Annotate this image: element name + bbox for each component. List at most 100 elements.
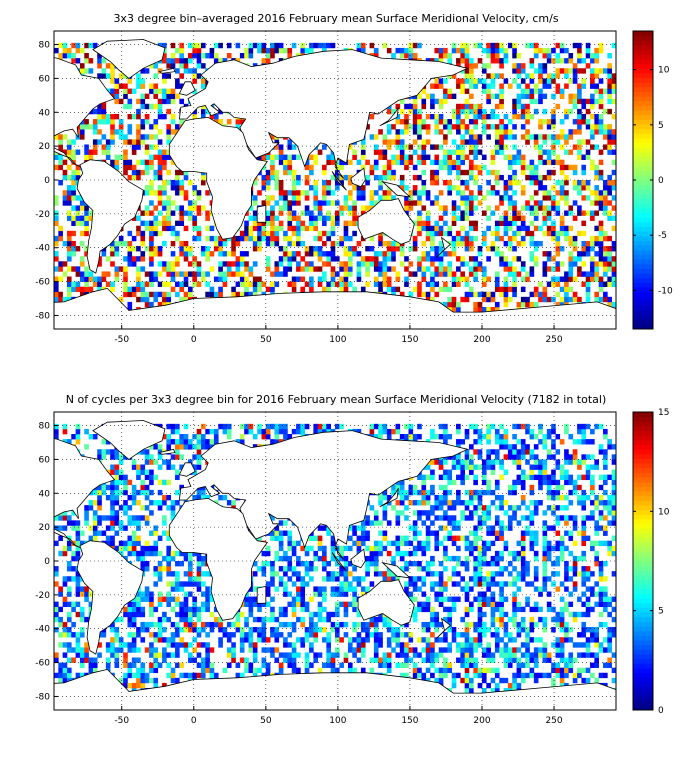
bin-cell: [270, 210, 275, 216]
bin-cell: [529, 205, 535, 211]
bin-cell: [529, 73, 535, 79]
bin-cell: [451, 200, 457, 206]
bin-cell: [66, 591, 72, 597]
bin-cell: [598, 235, 604, 242]
bin-cell: [200, 484, 206, 491]
bin-cell: [179, 210, 184, 216]
bin-cell: [291, 225, 297, 232]
bin-cell: [322, 230, 327, 237]
bin-cell: [92, 144, 98, 150]
bin-cell: [196, 434, 202, 440]
bin-cell: [274, 235, 280, 242]
bin-cell: [157, 596, 163, 602]
bin-cell: [438, 190, 444, 196]
bin-cell: [434, 271, 440, 277]
bin-cell: [149, 225, 154, 232]
bin-cell: [179, 586, 184, 592]
bin-cell: [162, 93, 167, 100]
bin-cell: [464, 210, 470, 216]
bin-cell: [188, 642, 193, 648]
bin-cell: [166, 616, 172, 623]
bin-cell: [438, 225, 444, 232]
bin-cell: [577, 124, 582, 130]
bin-cell: [153, 571, 159, 577]
bin-cell: [162, 53, 167, 59]
bin-cell: [564, 149, 569, 155]
bin-cell: [326, 159, 331, 166]
bin-cell: [101, 271, 107, 277]
bin-cell: [71, 647, 76, 653]
bin-cell: [105, 281, 111, 287]
bin-cell: [248, 205, 254, 211]
bin-cell: [200, 246, 206, 252]
bin-cell: [607, 200, 612, 206]
bin-cell: [144, 119, 150, 125]
bin-cell: [183, 210, 189, 216]
bin-cell: [244, 225, 249, 232]
bin-cell: [105, 540, 111, 547]
bin-cell: [551, 108, 556, 115]
bin-cell: [226, 428, 232, 435]
bin-cell: [425, 235, 431, 242]
bin-cell: [92, 662, 98, 668]
bin-cell: [572, 169, 578, 176]
bin-cell: [209, 291, 215, 298]
bin-cell: [162, 647, 167, 653]
bin-cell: [464, 47, 470, 54]
bin-cell: [218, 494, 223, 501]
bin-cell: [607, 88, 612, 94]
bin-cell: [555, 205, 561, 211]
bin-cell: [84, 53, 89, 59]
cycles-map-title: N of cycles per 3x3 degree bin for 2016 …: [66, 393, 607, 406]
bin-cell: [378, 240, 383, 247]
bin-cell: [118, 677, 124, 684]
bin-cell: [581, 119, 587, 125]
bin-cell: [313, 200, 318, 206]
bin-cell: [188, 53, 193, 59]
bin-cell: [494, 169, 500, 176]
bin-cell: [572, 215, 578, 221]
bin-cell: [564, 296, 569, 303]
bin-cell: [551, 256, 556, 262]
bin-cell: [291, 195, 297, 201]
bin-cell: [585, 98, 591, 105]
bin-cell: [585, 291, 591, 298]
bin-cell: [62, 47, 68, 54]
bin-cell: [339, 286, 344, 293]
bin-cell: [136, 525, 141, 531]
bin-cell: [607, 276, 612, 282]
bin-cell: [603, 108, 608, 115]
bin-cell: [499, 291, 504, 298]
bin-cell: [322, 200, 327, 206]
bin-cell: [149, 180, 154, 186]
bin-cell: [360, 139, 366, 145]
bin-cell: [140, 291, 146, 298]
bin-cell: [443, 149, 448, 155]
bin-cell: [127, 616, 133, 623]
bin-cell: [559, 68, 565, 74]
bin-cell: [166, 129, 172, 135]
bin-cell: [438, 58, 444, 64]
bin-cell: [551, 159, 556, 166]
bin-cell: [417, 154, 422, 160]
bin-cell: [71, 510, 76, 516]
bin-cell: [127, 494, 133, 501]
bin-cell: [235, 616, 241, 623]
bin-cell: [153, 93, 159, 100]
bin-cell: [79, 606, 85, 613]
bin-cell: [244, 220, 249, 227]
bin-cell: [572, 73, 578, 79]
bin-cell: [499, 251, 504, 257]
bin-cell: [460, 124, 465, 130]
bin-cell: [278, 225, 284, 232]
bin-cell: [66, 291, 72, 298]
bin-cell: [157, 571, 163, 577]
bin-cell: [469, 149, 474, 155]
bin-cell: [516, 225, 522, 232]
bin-cell: [356, 195, 362, 201]
bin-cell: [421, 144, 427, 150]
bin-cell: [110, 63, 115, 69]
bin-cell: [373, 281, 379, 287]
bin-cell: [486, 73, 491, 79]
bin-cell: [244, 286, 249, 293]
